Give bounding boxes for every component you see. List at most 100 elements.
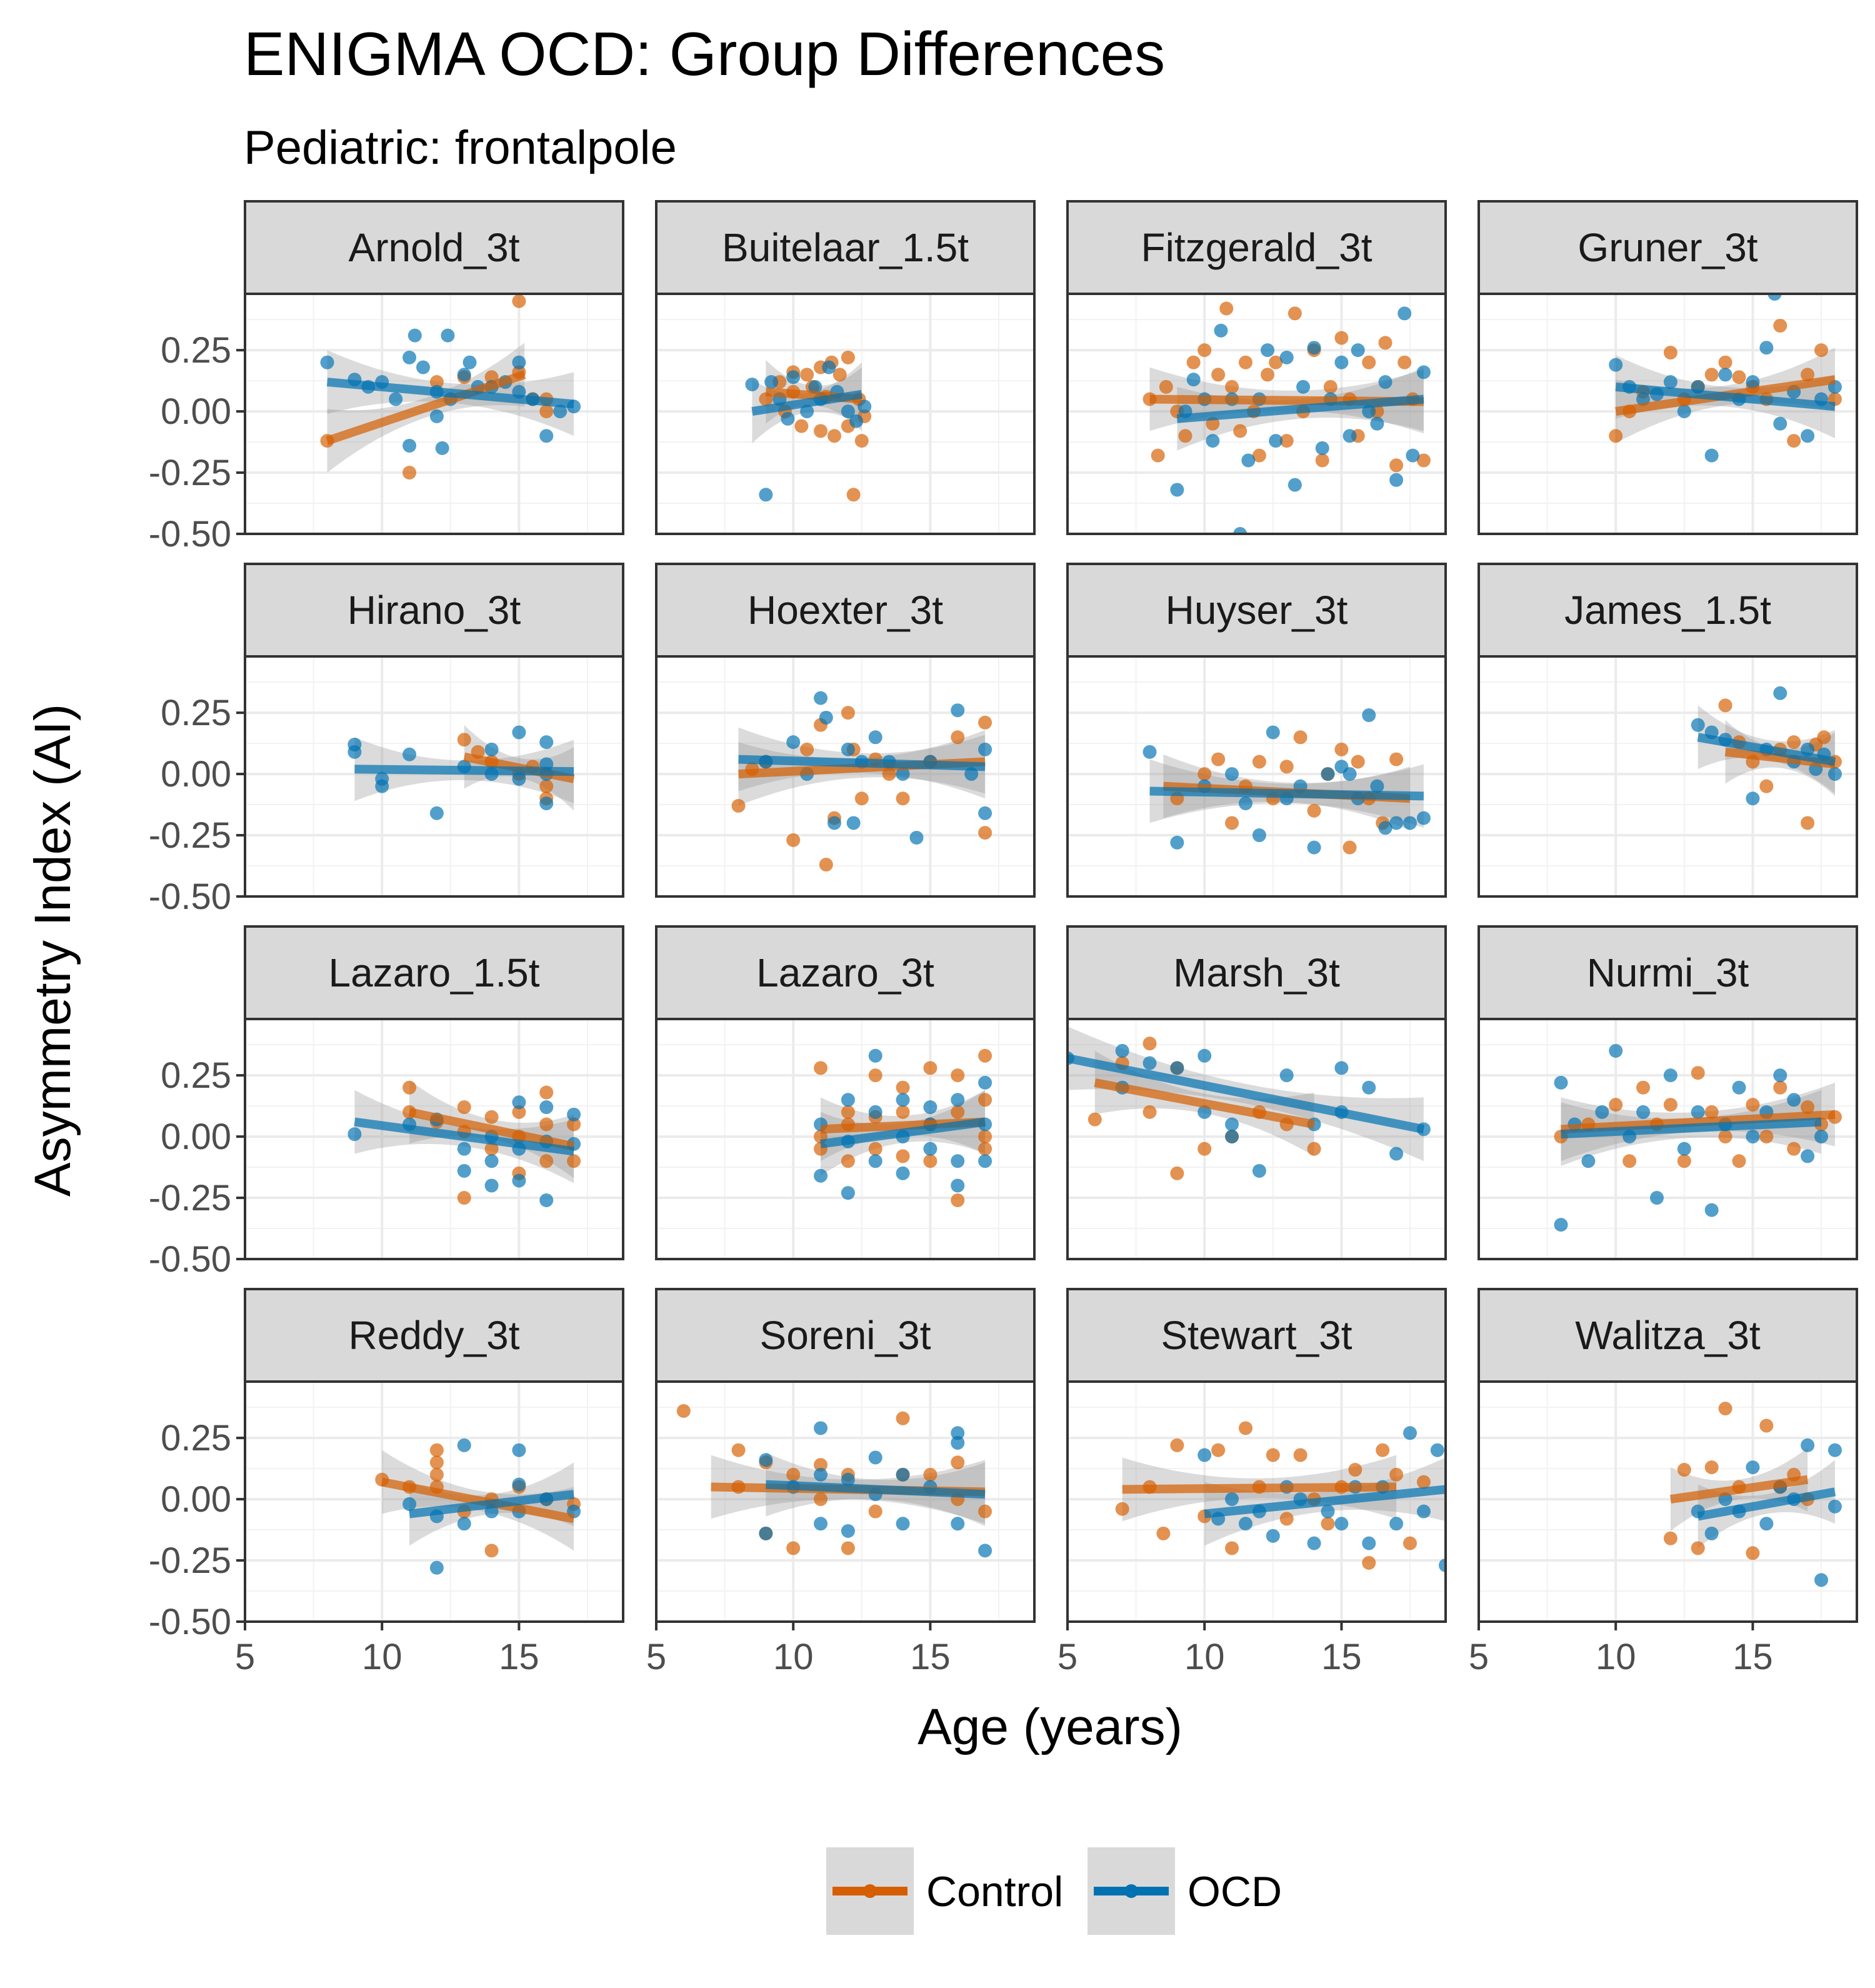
data-point-control	[1186, 355, 1201, 369]
facet-strip-label: Stewart_3t	[1161, 1313, 1352, 1358]
facet-strip	[1478, 925, 1858, 1020]
data-point-ocd	[1416, 1504, 1431, 1519]
data-point-ocd	[1170, 1061, 1184, 1075]
data-point-ocd	[819, 710, 833, 725]
data-point-ocd	[1307, 1536, 1321, 1550]
data-point-ocd	[402, 350, 417, 364]
data-point-ocd	[786, 370, 801, 384]
fit-line-ocd	[1561, 1117, 1822, 1139]
data-point-ocd	[1746, 1130, 1760, 1144]
data-point-ocd	[827, 816, 841, 830]
data-point-control	[1211, 752, 1226, 766]
data-point-control	[1398, 355, 1412, 369]
data-point-control	[814, 1458, 828, 1472]
data-point-ocd	[429, 409, 444, 423]
data-point-ocd	[868, 1154, 882, 1168]
data-point-control	[1677, 1154, 1691, 1168]
data-point-ocd	[1609, 1043, 1623, 1058]
data-point-ocd	[923, 1100, 938, 1115]
data-point-control	[567, 1154, 581, 1168]
data-point-ocd	[1814, 1130, 1829, 1144]
fit-line-ocd	[1697, 1487, 1836, 1521]
panel-grid	[245, 1382, 623, 1622]
data-point-control	[1266, 1448, 1280, 1462]
data-point-control	[978, 1504, 992, 1519]
facet-stewart-3t: Stewart_3t 5 10 15	[1058, 1288, 1447, 1677]
data-point-ocd	[1691, 1105, 1705, 1119]
data-point-control	[1334, 331, 1349, 345]
data-point-ocd	[1307, 840, 1321, 855]
data-point-control	[1773, 1080, 1788, 1095]
data-point-ocd	[841, 404, 855, 419]
y-tick-label: 0.00	[161, 391, 231, 432]
data-point-control	[1198, 343, 1212, 358]
data-point-ocd	[846, 816, 861, 830]
data-point-control	[1787, 735, 1801, 750]
data-point-ocd	[1595, 1105, 1609, 1119]
data-point-control	[1142, 1105, 1157, 1119]
data-point-ocd	[841, 1093, 855, 1107]
data-point-ocd	[1370, 779, 1384, 793]
x-tick-label: 5	[1469, 1637, 1489, 1677]
data-point-control	[1211, 1443, 1226, 1457]
data-point-control	[923, 1154, 938, 1168]
data-point-ocd	[849, 414, 864, 428]
data-point-ocd	[1677, 404, 1691, 419]
fit-line-ocd	[1149, 786, 1424, 801]
data-point-control	[512, 1105, 526, 1119]
data-point-control	[1718, 355, 1732, 369]
data-point-ocd	[800, 404, 814, 419]
data-point-ocd	[759, 488, 773, 502]
data-point-control	[1746, 1546, 1760, 1560]
data-point-control	[923, 1061, 938, 1075]
data-point-ocd	[484, 742, 499, 756]
data-point-ocd	[896, 1093, 910, 1107]
data-point-ocd	[512, 355, 526, 369]
data-point-control	[800, 742, 814, 756]
data-point-control	[1732, 370, 1746, 384]
data-point-control	[1225, 1541, 1239, 1555]
data-point-control	[1691, 1066, 1705, 1080]
data-point-control	[868, 1142, 882, 1156]
data-point-ocd	[951, 1517, 965, 1531]
data-point-ocd	[868, 1105, 882, 1119]
data-point-control	[786, 1467, 801, 1482]
data-point-control	[832, 368, 847, 382]
data-point-ocd	[1334, 1061, 1349, 1075]
facet-strip	[655, 925, 1036, 1020]
y-tick-label: 0.25	[161, 1418, 231, 1458]
data-point-ocd	[1828, 767, 1842, 781]
facet-fitzgerald-3t: Fitzgerald_3t	[1066, 200, 1447, 535]
fit-line-control	[381, 1477, 575, 1524]
legend: Control OCD	[826, 1847, 1282, 1935]
data-point-control	[951, 1105, 965, 1119]
panel-border	[1066, 655, 1447, 898]
data-point-control	[1718, 698, 1732, 713]
data-point-ocd	[1186, 373, 1201, 387]
data-point-control	[814, 1061, 828, 1075]
data-point-control	[429, 375, 444, 389]
data-point-control	[1403, 1536, 1418, 1550]
data-point-ocd	[512, 725, 526, 740]
data-point-ocd	[1406, 448, 1420, 463]
data-point-control	[1389, 458, 1404, 473]
panel-grid	[1068, 1382, 1446, 1622]
panel-background	[1479, 294, 1857, 534]
data-point-control	[1211, 368, 1226, 382]
data-point-ocd	[1342, 767, 1357, 781]
data-point-ocd	[1279, 350, 1294, 364]
data-point-control	[841, 706, 855, 720]
data-point-control	[896, 791, 910, 806]
panel-border	[244, 293, 624, 535]
x-tick-label: 5	[1058, 1637, 1078, 1677]
data-point-control	[1238, 355, 1252, 369]
facet-lazaro-3t: Lazaro_3t	[655, 925, 1036, 1260]
data-point-ocd	[539, 735, 554, 750]
facet-strip-label: Arnold_3t	[349, 225, 520, 270]
facet-strip	[655, 1288, 1036, 1383]
data-point-control	[841, 1541, 855, 1555]
data-point-ocd	[1241, 453, 1256, 468]
data-point-ocd	[1279, 1068, 1294, 1083]
data-point-control	[896, 1149, 910, 1163]
data-point-control	[1252, 755, 1266, 769]
